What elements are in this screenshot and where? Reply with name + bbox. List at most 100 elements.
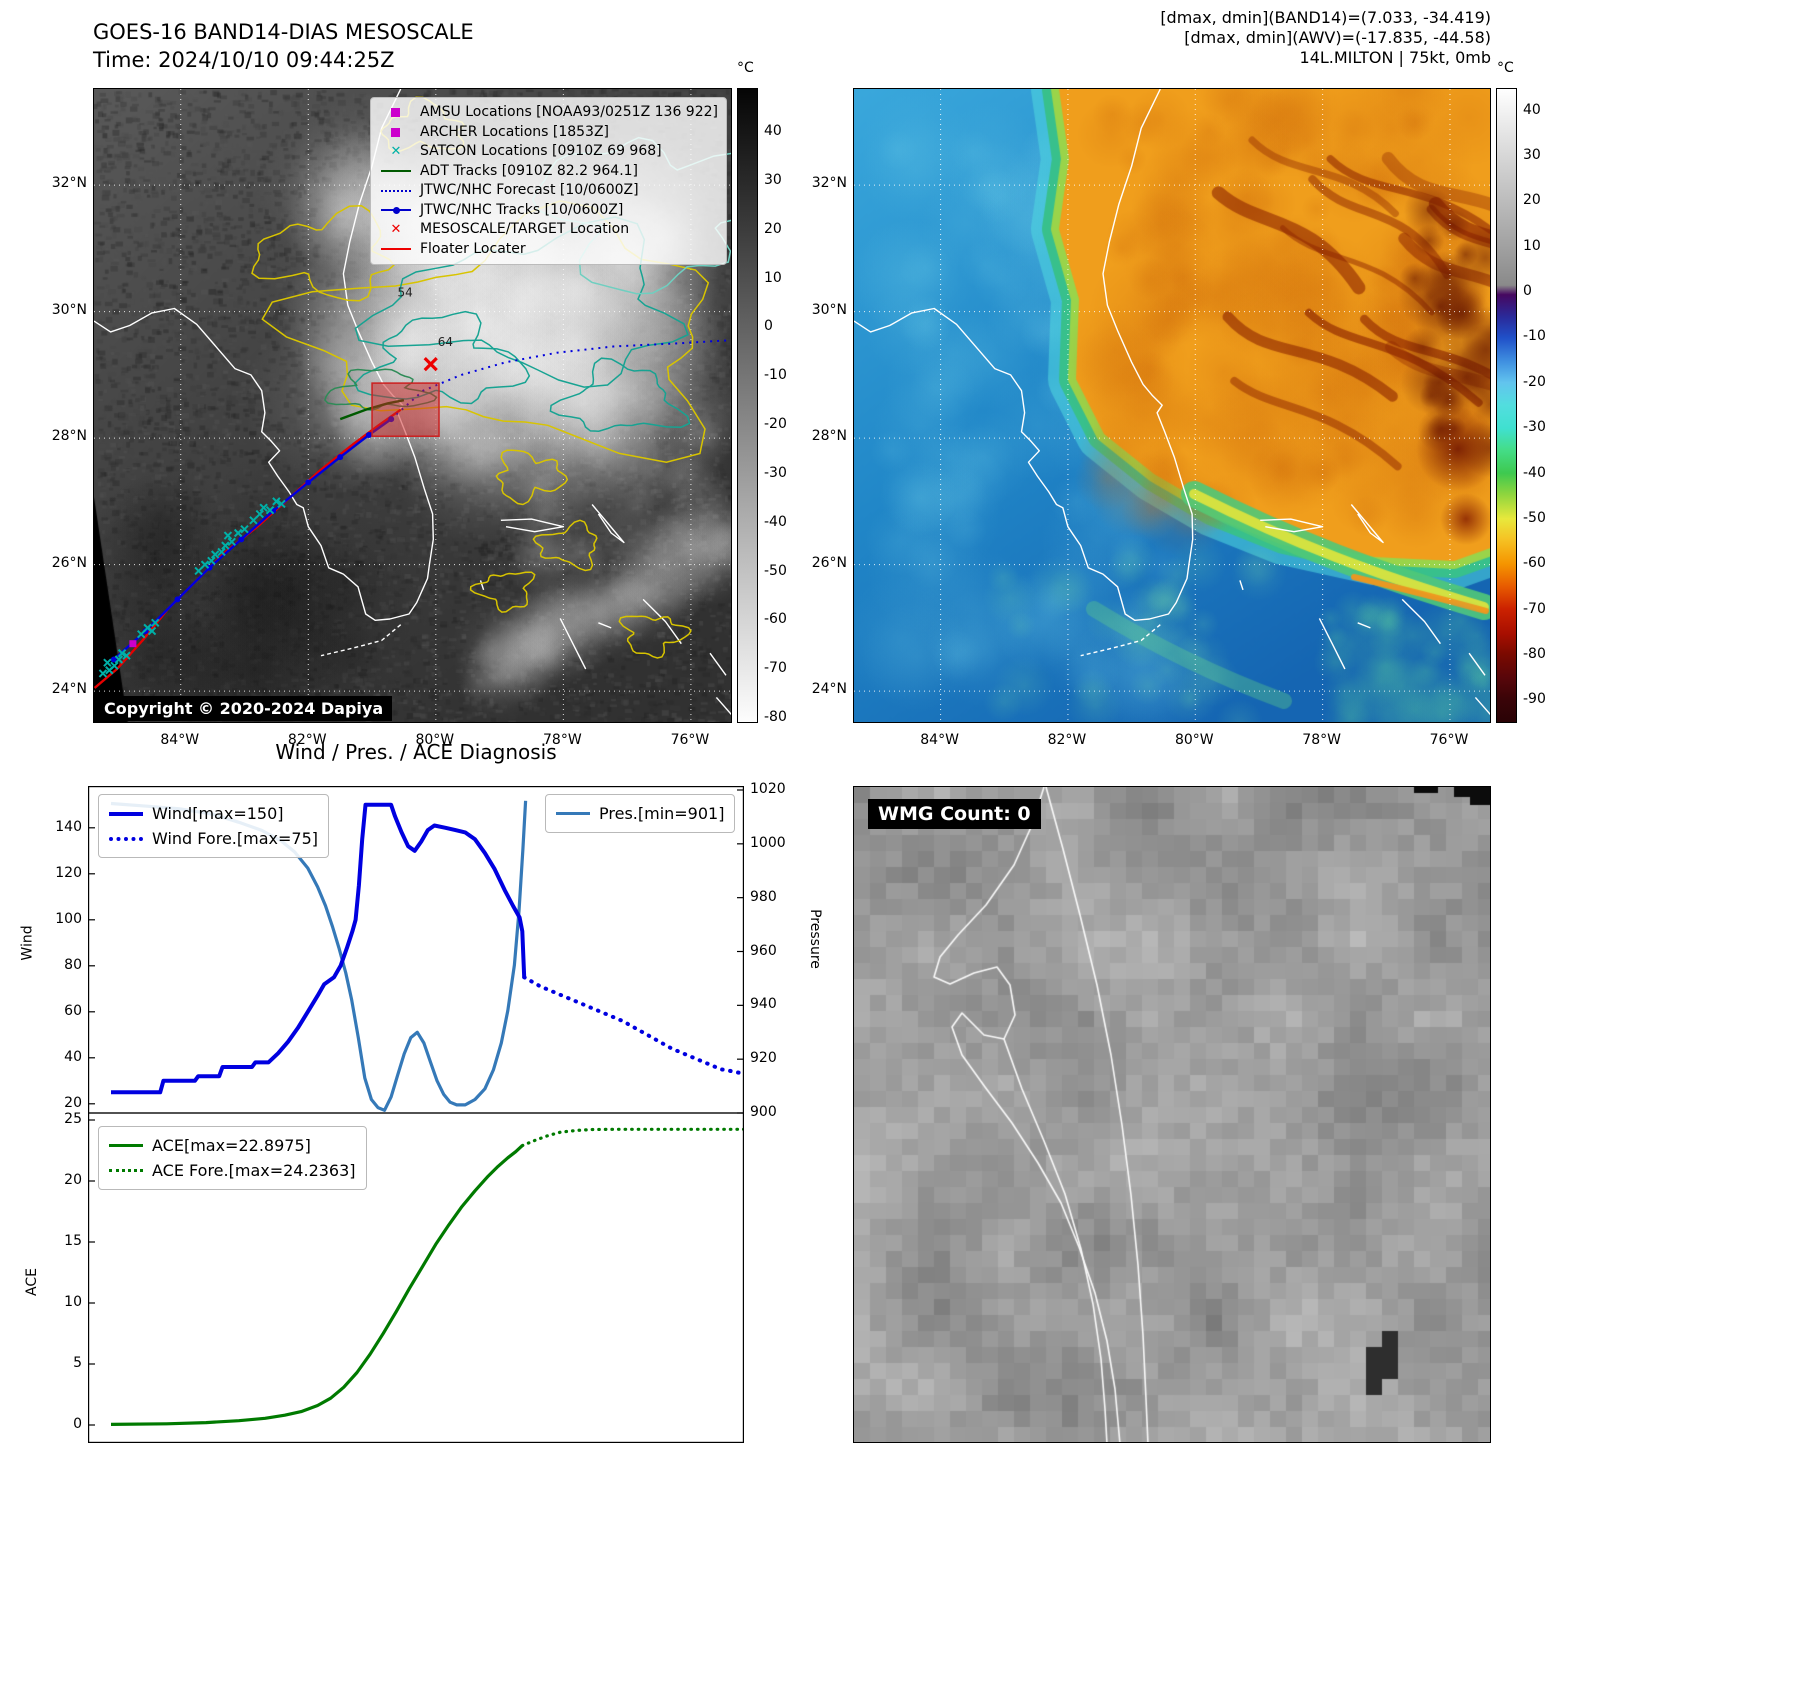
satcon-marker: [233, 528, 243, 538]
jtwc-track-point: [174, 596, 181, 603]
square-marker-icon: [379, 108, 413, 118]
wind-legend: Wind[max=150] Wind Fore.[max=75]: [98, 794, 329, 858]
awv-colorbar-tick: 30: [1523, 147, 1541, 164]
satcon-marker: [210, 550, 220, 559]
coastline-florida-southeast-us: [854, 89, 1194, 621]
satcon-marker: [240, 524, 249, 534]
satcon-marker: [117, 648, 127, 658]
series-label: ACE Fore.[max=24.2363]: [152, 1161, 356, 1180]
contour-line: [495, 449, 569, 506]
map-legend-label: Floater Locater: [419, 240, 526, 257]
band14-colorbar-tick: -40: [764, 513, 787, 530]
awv-colorbar-tick: -50: [1523, 509, 1546, 526]
dmax-dmin-header: [dmax, dmin](BAND14)=(7.033, -34.419) [d…: [1031, 8, 1491, 68]
map-legend-label: ADT Tracks [0910Z 82.2 964.1]: [419, 162, 639, 179]
map-legend-item: ARCHER Locations [1853Z]: [379, 123, 718, 143]
ace-tick-label: 10: [64, 1294, 82, 1310]
amsu-marker: [129, 640, 137, 648]
ace-forecast-line: [520, 1127, 744, 1148]
target-x-marker: [423, 356, 438, 372]
map-x-tick: 82°W: [287, 732, 327, 748]
floater-track-line: [94, 408, 402, 689]
map-legend-item: ✕ MESOSCALE/TARGET Location: [379, 220, 718, 240]
coastline-grand-bahama: [1260, 518, 1324, 533]
satcon-marker: [221, 541, 230, 550]
awv-colorbar-tick: 10: [1523, 237, 1541, 254]
map-legend-label: JTWC/NHC Forecast [10/0600Z]: [419, 182, 639, 198]
band14-colorbar-tick: -10: [764, 367, 787, 384]
awv-colorbar-unit: °C: [1497, 60, 1514, 76]
map-x-tick: 80°W: [415, 732, 455, 748]
contour-label: 64: [438, 335, 453, 349]
map-legend-item: JTWC/NHC Tracks [10/0600Z]: [379, 201, 718, 221]
coastline-florida-keys: [1080, 624, 1161, 657]
wind-tick-label: 60: [64, 1002, 82, 1019]
satcon-marker: [151, 618, 160, 628]
map-x-tick: 80°W: [1174, 732, 1214, 748]
map-x-tick: 84°W: [160, 732, 200, 748]
map-legend-item: Floater Locater: [379, 240, 718, 260]
band14-colorbar-tick: -70: [764, 660, 787, 677]
contour-line: [549, 357, 691, 432]
ace-legend: ACE[max=22.8975] ACE Fore.[max=24.2363]: [98, 1126, 367, 1190]
series-line-sample-icon: [556, 812, 590, 815]
map-x-tick: 76°W: [1429, 732, 1469, 748]
pressure-tick-label: 980: [750, 888, 777, 905]
awv-colorbar-tick: 40: [1523, 101, 1541, 118]
band14-colorbar-tick: -80: [764, 709, 787, 726]
pressure-legend: Pres.[min=901]: [545, 794, 736, 833]
awv-satellite-image: [854, 89, 1490, 722]
band14-colorbar-tick: 30: [764, 171, 782, 188]
coastline-andros: [1318, 618, 1346, 670]
dotted-marker-icon: [379, 189, 413, 192]
map-y-tick: 32°N: [51, 175, 87, 192]
map-x-tick: 78°W: [1302, 732, 1341, 748]
map-x-tick: 82°W: [1047, 732, 1087, 748]
wmg-panel: WMG Count: 0: [853, 786, 1491, 1443]
coastline-bimini: [479, 580, 485, 591]
coastline-abaco: [1350, 504, 1384, 544]
x-marker-icon: ✕: [390, 144, 402, 160]
band14-colorbar-tick: -20: [764, 416, 787, 433]
contour-line: [251, 205, 395, 302]
band14-colorbar: [737, 88, 758, 723]
band14-colorbar-tick: -50: [764, 562, 787, 579]
chart-legend-item: ACE[max=22.8975]: [109, 1133, 356, 1158]
wind-tick-label: 40: [64, 1048, 82, 1065]
satcon-marker: [227, 537, 236, 547]
series-label: Wind[max=150]: [152, 804, 284, 823]
map-y-tick: 26°N: [811, 554, 847, 571]
jtwc-track-point: [110, 656, 117, 663]
awv-colorbar-tick: 0: [1523, 283, 1532, 300]
satcon-marker: [122, 651, 131, 660]
chart-legend-item: Wind[max=150]: [109, 801, 318, 826]
coastline-eleuthera: [642, 598, 682, 645]
awv-colorbar-tick: -60: [1523, 555, 1546, 572]
pressure-tick-label: 1020: [750, 781, 786, 797]
ace-axis-label: ACE: [23, 1268, 40, 1296]
ace-line: [110, 1144, 524, 1426]
satcon-marker: [136, 629, 146, 639]
jtwc-track-point: [305, 479, 312, 486]
mesoscale-target-box: [371, 382, 440, 437]
contour-line: [353, 310, 531, 405]
x-marker-icon: ✕: [390, 222, 402, 238]
awv-map-overlay: [854, 89, 1490, 722]
storm-status-label: 14L.MILTON | 75kt, 0mb: [1299, 48, 1491, 67]
map-legend-label: AMSU Locations [NOAA93/0251Z 136 922]: [419, 104, 718, 120]
awv-colorbar-tick: -80: [1523, 645, 1546, 662]
coastline-cat-island: [709, 652, 727, 676]
wmg-image: [854, 787, 1490, 1442]
pressure-tick-label: 1000: [750, 834, 786, 851]
satcon-marker: [255, 509, 265, 519]
line-marker-icon: [379, 170, 413, 173]
series-line-sample-icon: [109, 811, 143, 816]
ace-chart-frame: [88, 1112, 744, 1443]
page-title: GOES-16 BAND14-DIAS MESOSCALE: [93, 20, 474, 44]
map-y-tick: 28°N: [51, 428, 87, 445]
map-legend-label: MESOSCALE/TARGET Location: [419, 221, 630, 237]
wind-forecast-line: [522, 975, 744, 1076]
jtwc-track-point: [238, 536, 245, 543]
satcon-marker: [217, 547, 226, 557]
